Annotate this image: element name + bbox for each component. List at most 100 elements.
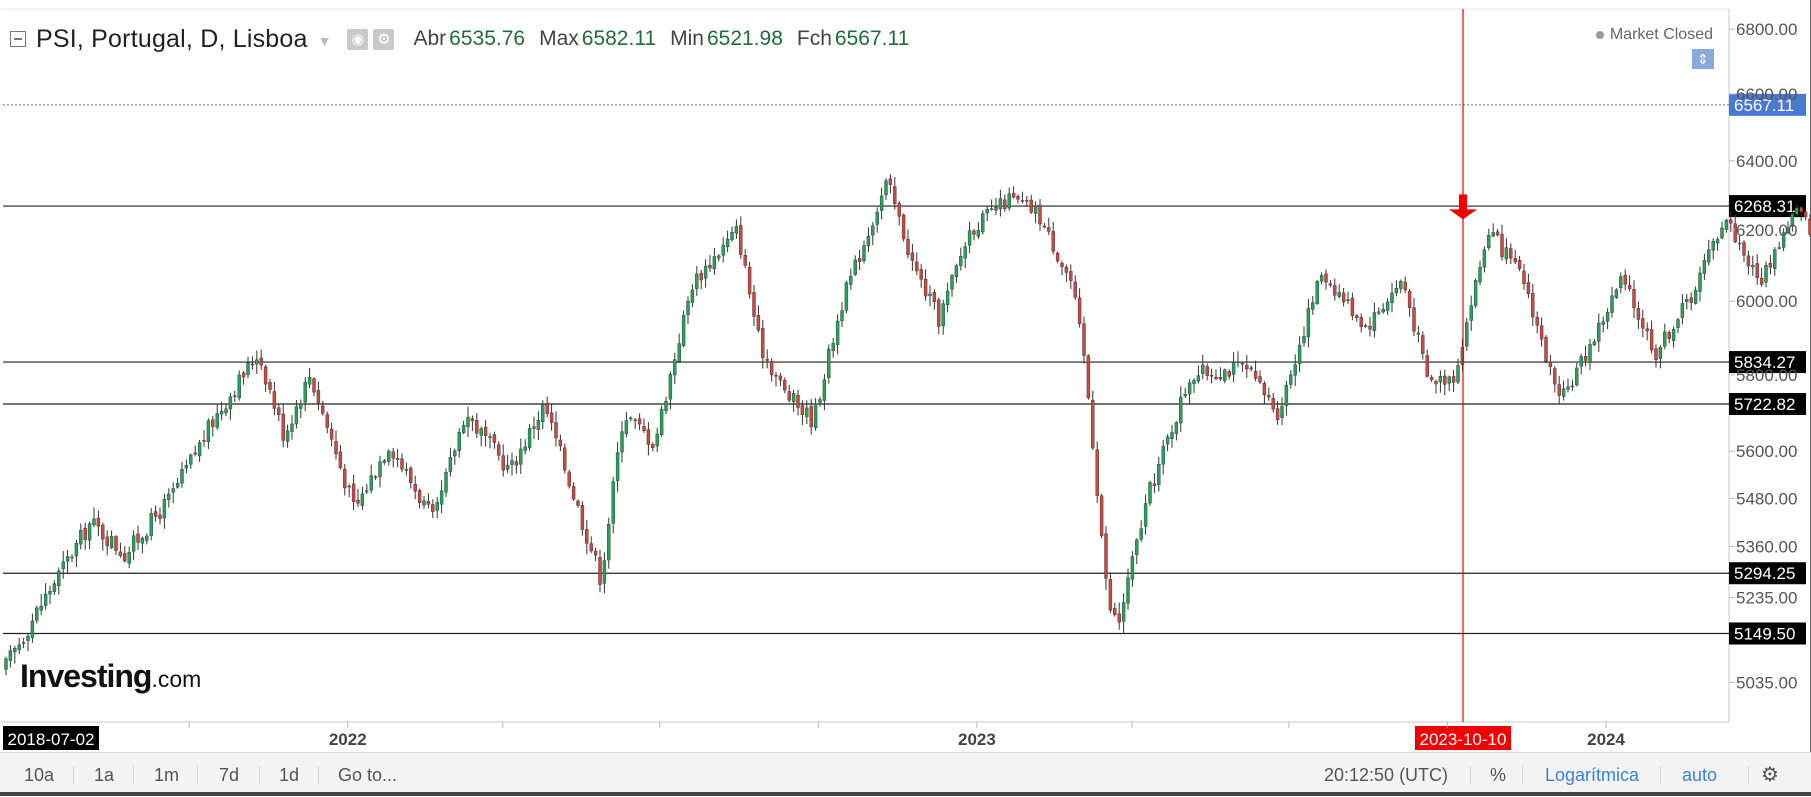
candle-body: [814, 404, 817, 428]
candle-body: [889, 179, 892, 185]
time-tick-label: 2023: [958, 730, 996, 749]
candle-body: [528, 428, 531, 447]
investing-logo: Investing.com: [20, 658, 201, 695]
candle-body: [1017, 196, 1020, 199]
candle-body: [84, 528, 87, 540]
percent-scale-button[interactable]: %: [1490, 753, 1506, 797]
candle-body: [1241, 363, 1244, 364]
candle-body: [1584, 356, 1587, 360]
candle-body: [1637, 308, 1640, 319]
candle-body: [1267, 395, 1270, 397]
candle-body: [1800, 207, 1803, 212]
candle-body: [770, 361, 773, 375]
candle-body: [1021, 200, 1024, 201]
candle-body: [1628, 285, 1631, 289]
candle-body: [1465, 323, 1468, 347]
candle-body: [1347, 300, 1350, 301]
candle-body: [49, 591, 52, 594]
candle-body: [937, 300, 940, 327]
candle-body: [1760, 278, 1763, 284]
candle-body: [247, 363, 250, 375]
candle-body: [1206, 367, 1209, 376]
candle-body: [577, 501, 580, 506]
range-1y-button[interactable]: 1a: [94, 753, 114, 797]
candle-body: [1127, 578, 1130, 603]
candle-body: [1571, 386, 1574, 387]
candle-body: [819, 400, 822, 403]
candle-body: [348, 486, 351, 487]
candle-body: [277, 408, 280, 415]
candle-body: [1399, 281, 1402, 288]
candle-body: [717, 256, 720, 258]
candle-body: [1012, 193, 1015, 197]
candle-body: [1096, 450, 1099, 496]
candle-body: [238, 375, 241, 398]
candle-body: [203, 440, 206, 441]
candle-body: [1804, 212, 1807, 217]
candle-body: [634, 420, 637, 421]
candle-body: [1369, 326, 1372, 329]
candle-body: [836, 321, 839, 345]
candle-body: [959, 256, 962, 265]
candle-body: [1615, 290, 1618, 298]
settings-gear-icon[interactable]: ⚙: [1761, 753, 1779, 797]
collapse-legend-icon[interactable]: [10, 31, 26, 47]
candle-body: [18, 645, 21, 650]
scroll-to-latest-icon[interactable]: ⇕: [1692, 49, 1714, 69]
candle-body: [986, 209, 989, 213]
candle-body: [999, 199, 1002, 210]
candle-body: [792, 393, 795, 401]
candle-body: [1417, 333, 1420, 334]
clock-time: 20:12:50 (UTC): [1324, 753, 1448, 797]
candle-body: [797, 395, 800, 408]
candle-body: [1443, 376, 1446, 384]
candle-body: [761, 328, 764, 358]
candle-body: [1149, 482, 1152, 503]
candle-body: [915, 262, 918, 271]
log-scale-button[interactable]: Logarítmica: [1545, 753, 1639, 797]
candle-body: [858, 258, 861, 261]
candle-body: [1487, 235, 1490, 248]
candle-body: [409, 468, 412, 483]
candle-body: [291, 424, 294, 432]
candle-body: [722, 245, 725, 255]
auto-scale-button[interactable]: auto: [1682, 753, 1717, 797]
candle-body: [128, 552, 131, 563]
candle-body: [1408, 291, 1411, 308]
candle-body: [704, 266, 707, 278]
range-7d-button[interactable]: 7d: [219, 753, 239, 797]
chevron-down-icon[interactable]: ▼: [318, 33, 332, 49]
range-1m-button[interactable]: 1m: [154, 753, 179, 797]
candle-body: [805, 408, 808, 417]
candle-body: [1030, 200, 1033, 212]
candle-body: [233, 396, 236, 397]
goto-button[interactable]: Go to...: [338, 753, 397, 797]
candle-body: [295, 407, 298, 424]
candle-body: [590, 544, 593, 551]
candle-body: [1527, 282, 1530, 293]
candle-body: [1259, 377, 1262, 383]
gear-icon[interactable]: ⚙: [373, 29, 394, 50]
candle-body: [57, 571, 60, 586]
candle-body: [1743, 242, 1746, 255]
candle-body: [1223, 370, 1226, 381]
candle-body: [1650, 329, 1653, 350]
candle-body: [876, 212, 879, 224]
candle-body: [1602, 322, 1605, 325]
candle-body: [181, 469, 184, 483]
range-10y-button[interactable]: 10a: [24, 753, 54, 797]
candle-body: [1589, 344, 1592, 362]
range-1d-button[interactable]: 1d: [279, 753, 299, 797]
separator: [133, 766, 134, 784]
logo-suffix: .com: [151, 666, 201, 692]
candle-body: [357, 500, 360, 503]
symbol-name[interactable]: PSI, Portugal, D, Lisboa: [36, 25, 308, 54]
eye-icon[interactable]: ◉: [347, 29, 368, 50]
start-date-label: 2018-07-02: [8, 730, 95, 749]
candle-body: [1276, 409, 1279, 420]
candle-body: [709, 265, 712, 268]
candle-body: [1105, 534, 1108, 579]
candle-body: [313, 379, 316, 393]
